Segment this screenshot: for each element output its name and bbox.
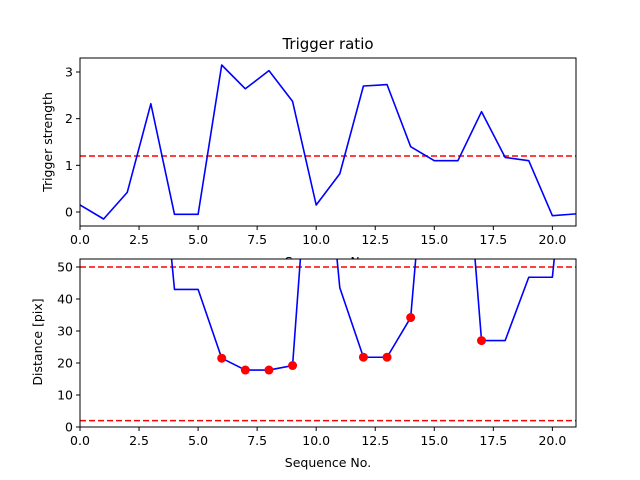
top-x-tick-label: 15.0 — [420, 232, 448, 247]
bottom-x-axis-label: Sequence No. — [285, 455, 371, 470]
top-y-axis-label: Trigger strength — [40, 92, 55, 193]
top-axes-frame — [79, 57, 577, 227]
trigger-ratio-panel: Trigger ratio Sequence No. Trigger stren… — [40, 35, 577, 269]
bottom-marker-point — [477, 336, 487, 346]
top-x-tick-label: 12.5 — [361, 232, 389, 247]
bottom-x-tick-label: 20.0 — [538, 433, 566, 448]
top-y-tick-label: 0 — [65, 205, 73, 220]
bottom-axes-frame — [79, 258, 577, 428]
top-x-tick-label: 5.0 — [188, 232, 208, 247]
bottom-x-tick-label: 12.5 — [361, 433, 389, 448]
bottom-plot-area — [80, 259, 576, 422]
bottom-y-tick-label: 30 — [57, 324, 73, 339]
distance-panel: Sequence No. Distance [pix] 0.0 2.5 5.0 7.5… — [30, 258, 577, 470]
bottom-x-tick-label: 0.0 — [70, 433, 90, 448]
bottom-x-tick-label: 7.5 — [247, 433, 267, 448]
bottom-marker-point — [406, 313, 416, 323]
bottom-marker-point — [288, 361, 298, 371]
top-x-tick-label: 10.0 — [302, 232, 330, 247]
bottom-x-tick-label: 15.0 — [420, 433, 448, 448]
bottom-y-tick-label: 20 — [57, 356, 73, 371]
bottom-marker-point — [217, 353, 227, 363]
bottom-marker-point — [264, 365, 274, 375]
top-x-tick-label: 0.0 — [70, 232, 90, 247]
top-x-tick-label: 17.5 — [479, 232, 507, 247]
bottom-y-tick-label: 10 — [57, 388, 73, 403]
top-x-tick-label: 7.5 — [247, 232, 267, 247]
top-series-line — [80, 64, 576, 220]
top-x-tick-label: 2.5 — [129, 232, 149, 247]
bottom-marker-point — [382, 352, 392, 362]
bottom-marker-point — [240, 365, 250, 375]
top-y-tick-label: 1 — [65, 158, 73, 173]
top-y-tick-label: 2 — [65, 111, 73, 126]
top-chart-title: Trigger ratio — [281, 35, 373, 53]
top-plot-area — [80, 64, 576, 220]
top-y-tick-label: 3 — [65, 65, 73, 80]
top-x-tick-label: 20.0 — [538, 232, 566, 247]
bottom-y-tick-label: 50 — [57, 260, 73, 275]
bottom-marker-point — [358, 352, 368, 362]
bottom-axes-background — [80, 259, 576, 427]
bottom-y-tick-label: 0 — [65, 420, 73, 435]
bottom-x-tick-label: 17.5 — [479, 433, 507, 448]
bottom-x-tick-label: 2.5 — [129, 433, 149, 448]
bottom-x-tick-label: 10.0 — [302, 433, 330, 448]
bottom-y-tick-label: 40 — [57, 292, 73, 307]
bottom-x-tick-label: 5.0 — [188, 433, 208, 448]
bottom-y-axis-label: Distance [pix] — [30, 298, 45, 385]
